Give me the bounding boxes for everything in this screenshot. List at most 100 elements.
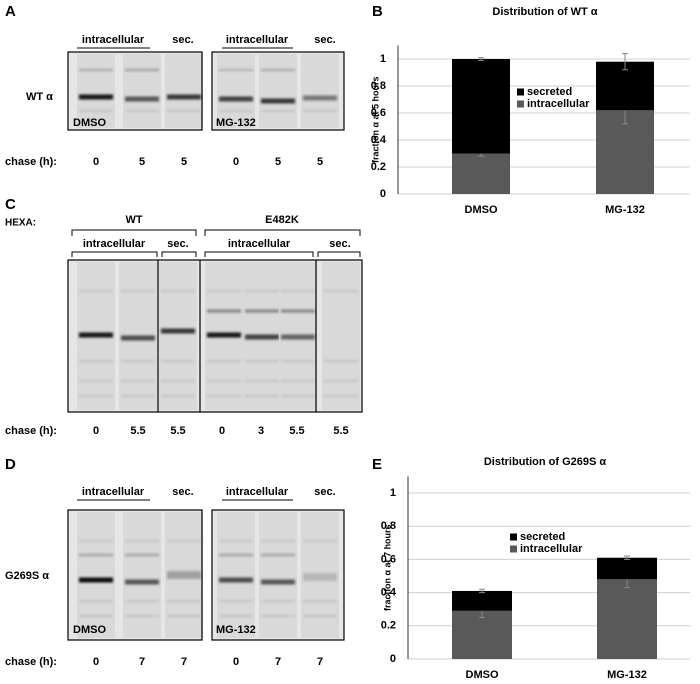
- gel-band: [121, 335, 155, 341]
- gel-band: [161, 380, 195, 382]
- gel-band: [167, 94, 201, 100]
- lane-header: sec.: [329, 238, 350, 250]
- gel-band: [167, 571, 201, 579]
- gel-band: [303, 615, 337, 617]
- bar-segment: [452, 610, 512, 659]
- gel-band: [219, 69, 253, 71]
- gel-band: [125, 110, 159, 112]
- treatment-label: MG-132: [216, 624, 256, 636]
- gel-band: [79, 380, 113, 382]
- y-tick-label: 0: [380, 188, 386, 200]
- gel-band: [281, 360, 315, 362]
- gel-band: [207, 360, 241, 362]
- panel-letter: B: [372, 3, 383, 20]
- y-axis-label: fraction α at 7 hours: [382, 524, 392, 611]
- y-tick-label: 1: [380, 53, 386, 65]
- gel-band: [161, 360, 195, 362]
- panel-letter: C: [5, 196, 16, 213]
- gel-band: [324, 290, 358, 292]
- gel-band: [219, 540, 253, 542]
- gel-band: [303, 95, 337, 101]
- lane-label: 3: [258, 425, 264, 437]
- bracket: [204, 251, 314, 257]
- gel-band: [79, 395, 113, 397]
- gel-lane: [259, 512, 297, 638]
- bracket: [161, 251, 197, 257]
- gel-frame: [211, 51, 345, 131]
- gel-lane: [322, 262, 360, 410]
- group-label: WT: [125, 214, 142, 226]
- gel-band: [324, 395, 358, 397]
- gel-band: [161, 395, 195, 397]
- legend-label: secreted: [527, 86, 572, 98]
- lane-label: 7: [139, 656, 145, 668]
- gel-lane: [123, 512, 161, 638]
- lane-label: 5: [275, 156, 281, 168]
- gel-band: [207, 332, 241, 338]
- gel-frame: [67, 509, 203, 641]
- gel-band: [79, 600, 113, 602]
- gel-band: [121, 395, 155, 397]
- gel-band: [219, 554, 253, 556]
- gel-band: [79, 69, 113, 71]
- bar-segment: [452, 153, 510, 194]
- lane-label: 0: [93, 425, 99, 437]
- x-tick-label: DMSO: [466, 669, 499, 681]
- lane-label: 5.5: [333, 425, 348, 437]
- gel-band: [167, 615, 201, 617]
- error-bar: [478, 57, 484, 61]
- legend-swatch: [510, 545, 517, 553]
- y-axis-label: fraction α at 5 hours: [370, 76, 380, 163]
- gel-band: [219, 110, 253, 112]
- gel-band: [79, 94, 113, 100]
- panel-letter: A: [5, 3, 16, 20]
- lane-label: 5: [181, 156, 187, 168]
- gel-band: [79, 577, 113, 583]
- gel-band: [245, 360, 279, 362]
- lane-label: 0: [219, 425, 225, 437]
- gel-lane: [217, 54, 255, 128]
- gel-band: [303, 573, 337, 581]
- gel-band: [167, 600, 201, 602]
- gel-band: [219, 96, 253, 102]
- gel-lane: [259, 54, 297, 128]
- bar-segment: [597, 557, 657, 580]
- treatment-label: DMSO: [73, 624, 106, 636]
- error-bar: [624, 555, 630, 560]
- gel-band: [261, 98, 295, 104]
- y-tick-label: 0: [390, 653, 396, 665]
- gel-band: [207, 309, 241, 313]
- lane-header: intracellular: [228, 238, 291, 250]
- legend-swatch: [517, 100, 524, 108]
- gel-band: [79, 360, 113, 362]
- gel-band: [207, 395, 241, 397]
- bracket: [71, 251, 158, 257]
- gel-band: [161, 328, 195, 334]
- gel-band: [125, 540, 159, 542]
- lane-header: intracellular: [83, 238, 146, 250]
- gel-band: [245, 380, 279, 382]
- gel-frame: [67, 259, 363, 413]
- bar-segment: [452, 59, 510, 154]
- gel-band: [79, 615, 113, 617]
- y-tick-label: 0.2: [381, 620, 396, 632]
- lane-header: sec.: [314, 34, 335, 46]
- row-label: G269S α: [5, 570, 49, 582]
- gel-band: [125, 600, 159, 602]
- gel-frame: [67, 51, 203, 131]
- lane-label: 0: [93, 656, 99, 668]
- gel-band: [261, 110, 295, 112]
- y-tick-label: 0.4: [381, 587, 397, 599]
- bar-segment: [452, 590, 512, 611]
- x-tick-label: MG-132: [607, 669, 647, 681]
- panel-letter: D: [5, 456, 16, 473]
- legend-label: intracellular: [527, 98, 590, 110]
- lane-label: 5.5: [170, 425, 185, 437]
- chase-label: chase (h):: [5, 656, 57, 668]
- lane-header: sec.: [172, 34, 193, 46]
- error-bar: [622, 53, 628, 71]
- gel-band: [79, 290, 113, 292]
- gel-band: [207, 380, 241, 382]
- gel-band: [245, 290, 279, 292]
- chart-title: Distribution of WT α: [492, 6, 597, 18]
